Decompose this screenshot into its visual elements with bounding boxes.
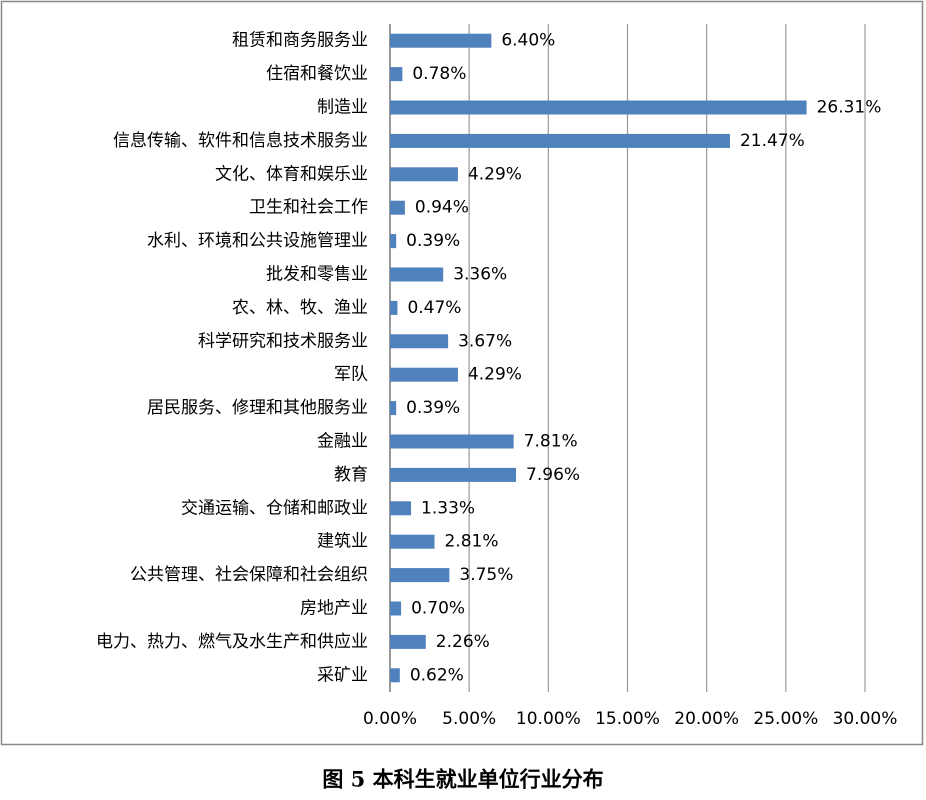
y-tick-label: 科学研究和技术服务业 xyxy=(198,331,368,351)
value-label: 0.94% xyxy=(415,198,469,218)
x-tick-label: 5.00% xyxy=(442,709,496,729)
value-label: 2.81% xyxy=(444,532,498,552)
y-tick-label: 采矿业 xyxy=(317,665,368,685)
bar xyxy=(390,434,514,449)
y-tick-label: 交通运输、仓储和邮政业 xyxy=(181,498,368,518)
value-label: 26.31% xyxy=(817,98,882,118)
bar xyxy=(390,634,426,649)
value-label: 3.75% xyxy=(459,565,513,585)
value-label: 1.33% xyxy=(421,498,475,518)
bar xyxy=(390,534,435,549)
bar xyxy=(390,133,730,148)
x-tick-label: 0.00% xyxy=(363,709,417,729)
value-label: 0.39% xyxy=(406,231,460,251)
bar xyxy=(390,334,449,349)
bar xyxy=(390,601,402,616)
bar xyxy=(390,401,397,416)
value-label: 6.40% xyxy=(501,31,555,51)
bar xyxy=(390,67,403,82)
value-label: 0.39% xyxy=(406,398,460,418)
bar xyxy=(390,167,458,182)
y-tick-label: 公共管理、社会保障和社会组织 xyxy=(130,565,368,585)
bar xyxy=(390,668,400,683)
bar xyxy=(390,100,807,115)
value-label: 4.29% xyxy=(468,164,522,184)
bar xyxy=(390,200,405,215)
value-label: 0.70% xyxy=(411,599,465,619)
y-tick-label: 信息传输、软件和信息技术服务业 xyxy=(113,131,368,151)
value-label: 3.36% xyxy=(453,265,507,285)
x-tick-label: 25.00% xyxy=(753,709,818,729)
value-label: 7.96% xyxy=(526,465,580,485)
y-tick-label: 制造业 xyxy=(317,98,368,118)
y-tick-label: 教育 xyxy=(334,465,368,485)
y-tick-label: 水利、环境和公共设施管理业 xyxy=(147,231,368,251)
y-tick-label: 农、林、牧、渔业 xyxy=(232,298,368,318)
y-tick-label: 住宿和餐饮业 xyxy=(266,64,368,84)
chart-frame xyxy=(0,0,924,746)
value-label: 21.47% xyxy=(740,131,805,151)
value-label: 3.67% xyxy=(458,331,512,351)
value-label: 7.81% xyxy=(524,432,578,452)
x-tick-label: 30.00% xyxy=(833,709,898,729)
bar xyxy=(390,300,398,315)
value-label: 0.47% xyxy=(407,298,461,318)
bar xyxy=(390,367,458,382)
value-label: 4.29% xyxy=(468,365,522,385)
y-tick-label: 军队 xyxy=(334,365,368,385)
y-tick-label: 建筑业 xyxy=(317,532,368,552)
y-tick-label: 电力、热力、燃气及水生产和供应业 xyxy=(96,632,368,652)
x-tick-label: 10.00% xyxy=(516,709,581,729)
bar xyxy=(390,33,492,48)
y-tick-label: 金融业 xyxy=(317,432,368,452)
value-label: 0.62% xyxy=(410,665,464,685)
y-tick-label: 文化、体育和娱乐业 xyxy=(215,164,368,184)
bar xyxy=(390,467,517,482)
bar xyxy=(390,267,444,282)
x-tick-label: 15.00% xyxy=(595,709,660,729)
value-label: 2.26% xyxy=(436,632,490,652)
bar xyxy=(390,568,450,583)
y-tick-label: 租赁和商务服务业 xyxy=(232,31,368,51)
y-tick-label: 居民服务、修理和其他服务业 xyxy=(147,398,368,418)
y-tick-label: 批发和零售业 xyxy=(266,265,368,285)
y-tick-label: 卫生和社会工作 xyxy=(249,198,368,218)
y-tick-label: 房地产业 xyxy=(300,599,368,619)
chart-title: 图 5 本科生就业单位行业分布 xyxy=(322,767,603,792)
bar xyxy=(390,501,412,516)
value-label: 0.78% xyxy=(412,64,466,84)
bar xyxy=(390,234,397,249)
x-tick-label: 20.00% xyxy=(674,709,739,729)
